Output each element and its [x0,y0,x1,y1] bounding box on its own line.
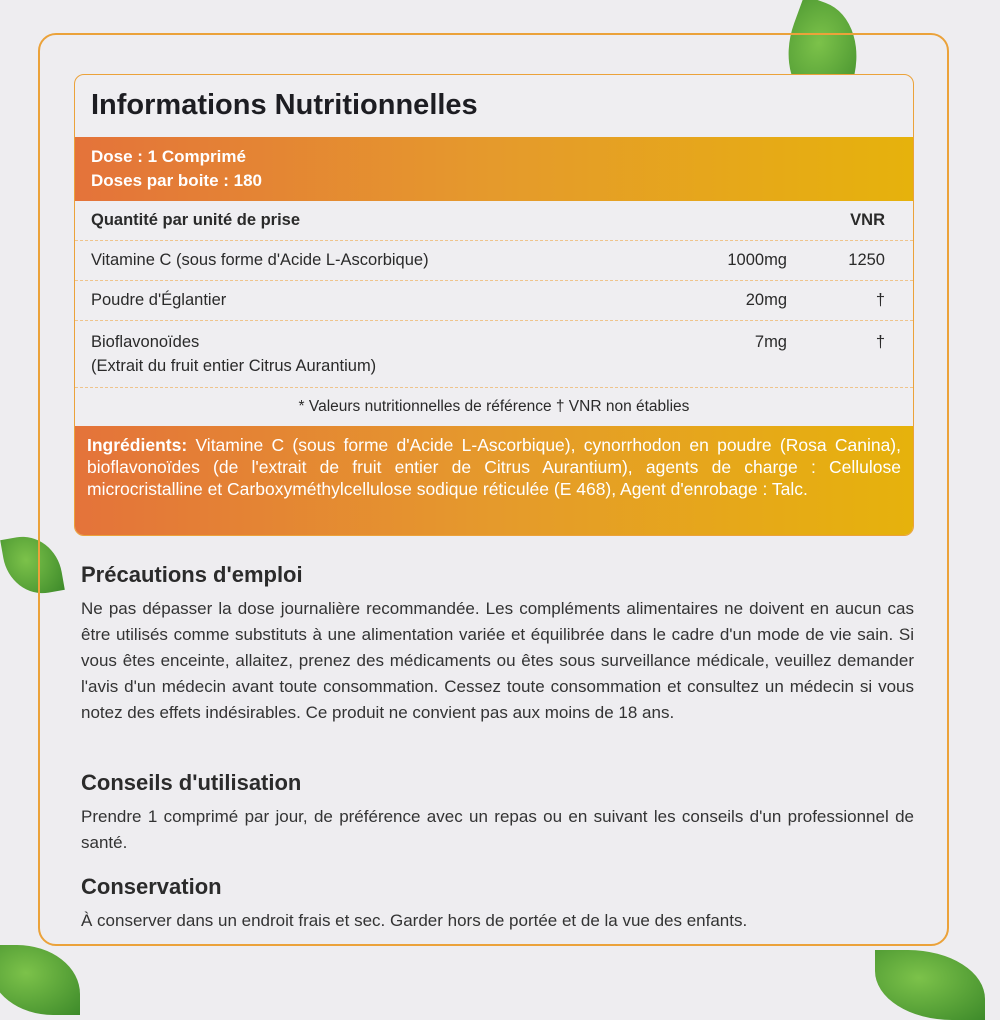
nutrition-card: Informations Nutritionnelles Dose : 1 Co… [74,74,914,536]
section-usage: Conseils d'utilisation Prendre 1 comprim… [81,770,914,856]
table-row: Poudre d'Églantier 20mg † [75,281,913,321]
ingredients-band: Ingrédients: Vitamine C (sous forme d'Ac… [75,426,913,535]
outer-frame [38,33,949,946]
row-amount: 7mg [754,333,787,351]
header-name: Quantité par unité de prise [91,211,301,229]
row-name: Bioflavonoïdes [91,333,200,351]
dose-text: Dose : 1 Comprimé [91,147,246,166]
section-text: Prendre 1 comprimé par jour, de préféren… [81,807,914,852]
doses-per-box: Doses par boite : 180 [91,171,263,190]
row-name: Vitamine C (sous forme d'Acide L-Ascorbi… [91,251,429,269]
leaf-decoration [0,945,80,1015]
section-title: Précautions d'emploi [81,562,303,587]
row-name-detail: (Extrait du fruit entier Citrus Aurantiu… [91,357,377,375]
section-precautions: Précautions d'emploi Ne pas dépasser la … [81,562,914,726]
row-vnr: † [875,333,885,351]
header-vnr: VNR [850,211,885,229]
section-text: Ne pas dépasser la dose journalière reco… [81,599,914,722]
row-vnr: 1250 [848,251,885,269]
dose-band: Dose : 1 Comprimé Doses par boite : 180 [75,137,913,201]
ingredients-text: Vitamine C (sous forme d'Acide L-Ascorbi… [87,435,901,499]
table-row: Vitamine C (sous forme d'Acide L-Ascorbi… [75,241,913,281]
leaf-decoration [875,950,985,1020]
row-name: Poudre d'Églantier [91,291,227,309]
page-title: Informations Nutritionnelles [91,89,478,121]
table-header: Quantité par unité de prise VNR [75,201,913,241]
section-title: Conservation [81,874,222,899]
table-row: Bioflavonoïdes (Extrait du fruit entier C… [75,321,913,388]
row-vnr: † [875,291,885,309]
row-amount: 1000mg [727,251,787,269]
ingredients-label: Ingrédients: [87,435,188,455]
section-storage: Conservation À conserver dans un endroit… [81,874,914,934]
table-footnote: * Valeurs nutritionnelles de référence †… [298,398,690,415]
section-title: Conseils d'utilisation [81,770,302,795]
section-text: À conserver dans un endroit frais et sec… [81,911,748,930]
row-amount: 20mg [745,291,787,309]
